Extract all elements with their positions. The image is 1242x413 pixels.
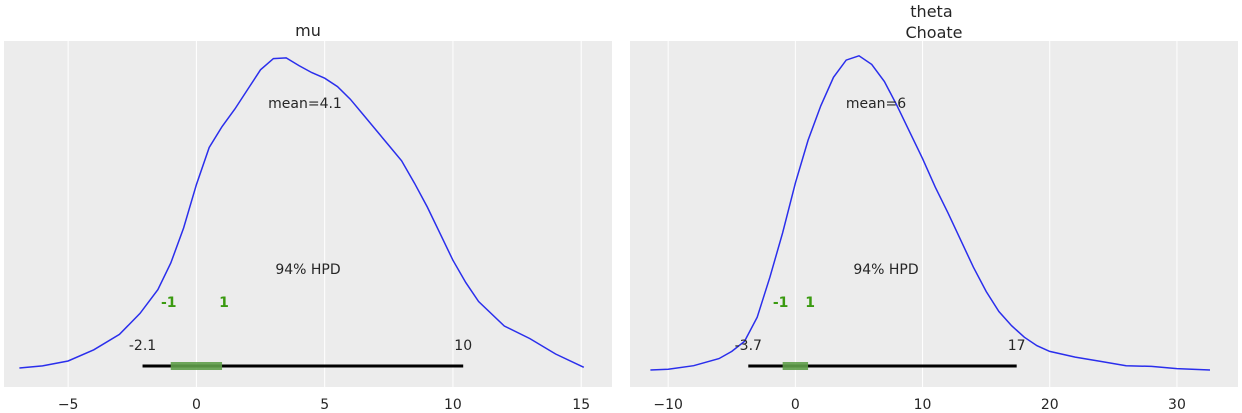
panel-theta: theta Choate −10 0 10 20 30 mean=6 94% HPD -… [630, 2, 1238, 413]
panel-theta-rope-high-label: 1 [805, 295, 815, 311]
panel-mu-x-tick-label: −5 [58, 397, 79, 413]
panel-theta-x-tick-label: 30 [1168, 397, 1186, 413]
panel-theta-title-line-1: theta [910, 2, 952, 21]
panel-theta-x-tick-label: 20 [1041, 397, 1059, 413]
panel-theta-hpd-low-label: -3.7 [735, 338, 762, 354]
panel-theta-mean-label: mean=6 [846, 96, 906, 112]
panel-mu-x-tick-label: 15 [572, 397, 590, 413]
panel-mu-x-axis: −5 0 5 10 15 [58, 397, 590, 413]
panel-mu-gridlines [67, 41, 582, 387]
panel-theta-hpd-label: 94% HPD [853, 262, 918, 278]
panel-theta-title: theta Choate [905, 2, 962, 42]
panel-theta-density-line [650, 54, 1211, 371]
panel-theta-rope-region [782, 362, 809, 370]
panel-theta-hpd-high-label: 17 [1008, 338, 1026, 354]
panel-mu-hpd-high-label: 10 [454, 338, 472, 354]
panel-theta-title-line-2: Choate [905, 23, 962, 42]
panel-mu-rope-region [170, 362, 223, 370]
panel-mu-rope-high-label: 1 [219, 295, 229, 311]
panel-theta-x-tick-label: 0 [791, 397, 800, 413]
panel-mu-x-tick-label: 5 [320, 397, 329, 413]
panel-mu-density-line [19, 57, 585, 369]
panel-mu-hpd-low-label: -2.1 [129, 338, 156, 354]
panel-mu-x-tick-label: 10 [444, 397, 462, 413]
panel-mu-mean-label: mean=4.1 [268, 96, 342, 112]
panel-mu-rope-low-label: -1 [161, 295, 177, 311]
panel-theta-x-axis: −10 0 10 20 30 [653, 397, 1185, 413]
panel-mu-background [4, 41, 612, 387]
panel-theta-gridlines [667, 41, 1178, 387]
panel-mu-hpd-label: 94% HPD [275, 262, 340, 278]
panel-theta-x-tick-label: −10 [653, 397, 683, 413]
panel-mu-x-tick-label: 0 [192, 397, 201, 413]
panel-theta-background [630, 41, 1238, 387]
panel-mu: mu −5 0 5 10 15 mean=4.1 94% HPD -2.1 10 -1 … [4, 21, 612, 413]
panel-mu-title: mu [295, 21, 321, 40]
panel-theta-x-tick-label: 10 [914, 397, 932, 413]
panel-theta-rope-low-label: -1 [773, 295, 789, 311]
